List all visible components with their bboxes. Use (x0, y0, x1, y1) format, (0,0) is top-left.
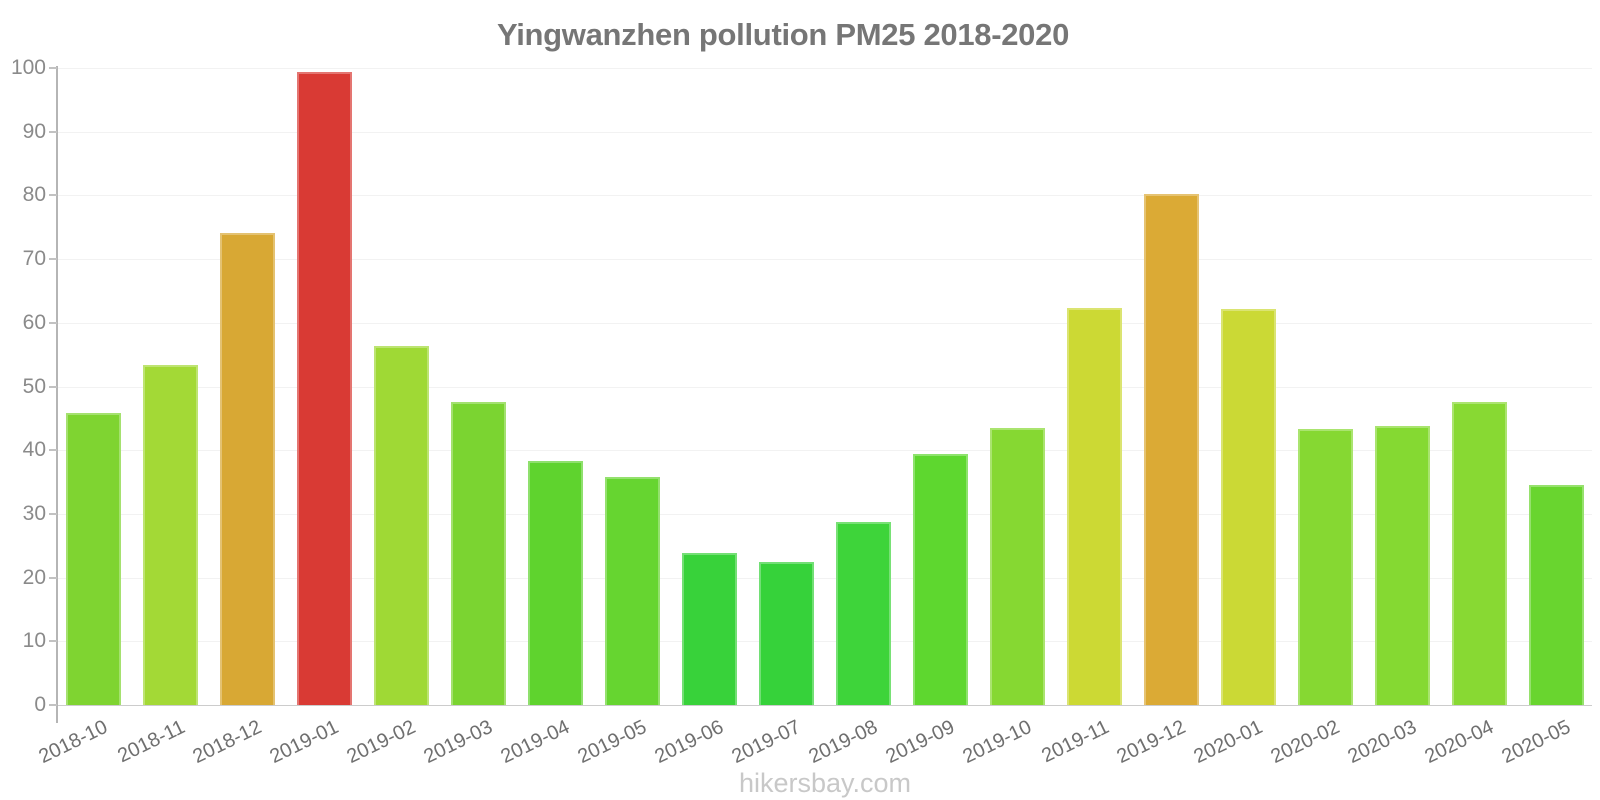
gridline (58, 450, 1592, 452)
y-tick-label: 100 (10, 56, 46, 79)
bar-2020-01[interactable] (1221, 309, 1276, 705)
x-tick-label: 2020-05 (1498, 716, 1575, 768)
y-tick-label: 70 (22, 247, 46, 271)
y-tick-mark (49, 385, 57, 388)
x-tick-label: 2020-04 (1421, 716, 1498, 768)
y-tick-mark (49, 258, 57, 261)
y-tick-label: 20 (22, 565, 46, 589)
x-tick-label: 2020-01 (1190, 716, 1267, 768)
chart-title: Yingwanzhen pollution PM25 2018-2020 (496, 17, 1070, 52)
y-tick-mark (49, 321, 57, 324)
x-axis-line (58, 705, 1592, 706)
bar-2020-03[interactable] (1375, 426, 1430, 705)
x-tick-label: 2019-02 (343, 716, 420, 768)
x-tick-label: 2019-10 (959, 716, 1036, 768)
x-tick-label: 2019-09 (882, 716, 959, 768)
bar-2019-02[interactable] (374, 345, 429, 705)
y-tick-mark (49, 130, 57, 133)
bar-2019-11[interactable] (1067, 307, 1122, 705)
x-tick-label: 2020-02 (1267, 716, 1344, 768)
gridline (58, 259, 1592, 261)
bar-2019-04[interactable] (528, 461, 583, 705)
bar-2019-12[interactable] (1144, 194, 1199, 705)
bar-2020-05[interactable] (1529, 485, 1584, 705)
y-tick-label: 50 (22, 374, 46, 398)
x-tick-label: 2019-12 (1113, 716, 1190, 768)
bar-2019-09[interactable] (913, 454, 968, 705)
y-tick-label: 10 (22, 629, 46, 653)
y-tick-mark (49, 576, 57, 579)
y-tick-label: 0 (34, 693, 46, 716)
x-tick-label: 2019-03 (420, 716, 497, 768)
x-tick-label: 2018-10 (35, 716, 112, 768)
y-axis-line (56, 66, 58, 723)
x-tick-label: 2019-06 (651, 716, 728, 768)
y-tick-mark (49, 704, 57, 706)
bar-2019-03[interactable] (451, 401, 506, 705)
y-tick-label: 30 (22, 501, 46, 525)
y-tick-label: 60 (22, 310, 46, 334)
x-tick-label: 2018-12 (189, 716, 266, 768)
y-tick-mark (49, 194, 57, 197)
y-tick-mark (49, 449, 57, 452)
y-tick-mark (49, 67, 57, 69)
watermark: hikersbay.com (738, 768, 912, 798)
bars-container (58, 68, 1592, 705)
x-tick-label: 2019-08 (805, 716, 882, 768)
x-tick-label: 2018-11 (113, 716, 189, 768)
bar-2019-07[interactable] (759, 562, 814, 705)
x-tick-label: 2020-03 (1344, 716, 1421, 768)
gridline (58, 68, 1592, 69)
bar-2019-08[interactable] (836, 521, 891, 705)
gridline (58, 386, 1592, 388)
gridline (58, 195, 1592, 197)
gridline (58, 513, 1592, 515)
y-tick-label: 80 (22, 183, 46, 207)
x-tick-label: 2019-07 (728, 716, 805, 768)
x-tick-label: 2019-01 (266, 716, 343, 768)
bar-2019-06[interactable] (682, 552, 737, 705)
y-tick-mark (49, 640, 57, 643)
x-tick-label: 2019-05 (574, 716, 651, 768)
bar-2018-11[interactable] (143, 365, 198, 705)
bar-2020-04[interactable] (1452, 402, 1507, 705)
x-tick-label: 2019-04 (497, 716, 574, 768)
y-tick-mark (49, 512, 57, 515)
bar-2020-02[interactable] (1298, 429, 1353, 705)
bar-2018-12[interactable] (220, 232, 275, 705)
x-tick-label: 2019-11 (1037, 716, 1113, 768)
bar-2019-01[interactable] (297, 71, 352, 705)
gridline (58, 641, 1592, 643)
bar-2018-10[interactable] (66, 413, 121, 705)
gridline (58, 131, 1592, 133)
y-tick-label: 40 (22, 438, 46, 462)
bar-2019-05[interactable] (605, 476, 660, 705)
y-tick-label: 90 (22, 119, 46, 143)
gridline (58, 322, 1592, 324)
bar-2019-10[interactable] (990, 427, 1045, 705)
gridline (58, 577, 1592, 579)
